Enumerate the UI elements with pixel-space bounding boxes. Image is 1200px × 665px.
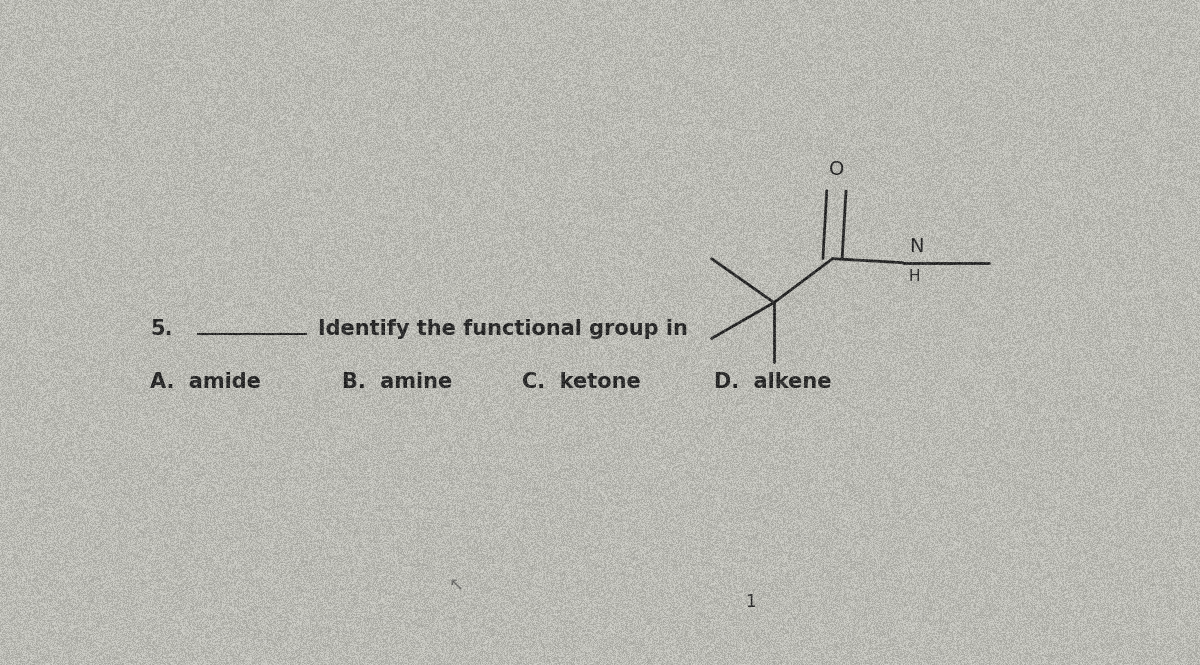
Text: B.  amine: B. amine	[342, 372, 452, 392]
Text: ↖: ↖	[449, 576, 463, 595]
Text: 5.: 5.	[150, 319, 173, 339]
Text: 1: 1	[745, 593, 755, 611]
Text: O: O	[829, 160, 844, 179]
Text: H: H	[908, 269, 920, 285]
Text: C.  ketone: C. ketone	[522, 372, 641, 392]
Text: A.  amide: A. amide	[150, 372, 260, 392]
Text: Identify the functional group in: Identify the functional group in	[318, 319, 688, 339]
Text: D.  alkene: D. alkene	[714, 372, 832, 392]
Text: N: N	[908, 237, 923, 256]
